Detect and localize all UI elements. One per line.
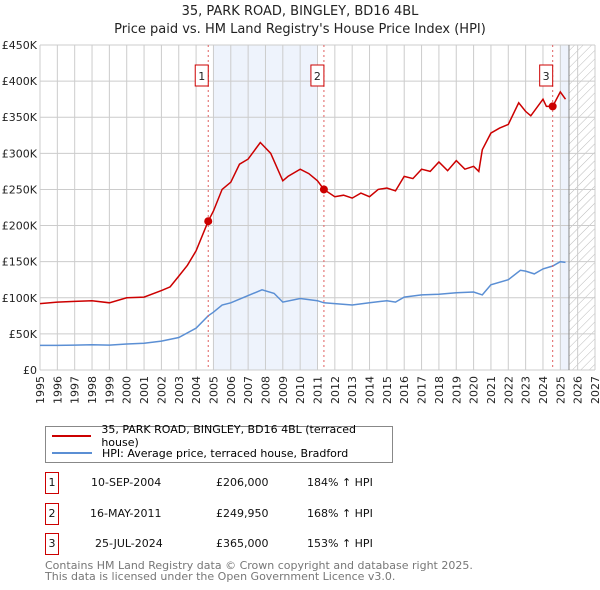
y-tick-label: £200K <box>2 220 38 233</box>
y-tick-label: £250K <box>2 183 38 196</box>
y-tick-label: £50K <box>9 328 38 341</box>
transaction-price: £365,000 <box>216 537 269 550</box>
x-tick-label: 2005 <box>207 376 220 404</box>
footer: Contains HM Land Registry data © Crown c… <box>45 560 473 582</box>
x-tick-label: 2020 <box>468 376 481 404</box>
y-tick-label: £350K <box>2 111 38 124</box>
x-tick-label: 2002 <box>155 376 168 404</box>
x-tick-label: 2007 <box>242 376 255 404</box>
y-tick-label: £0 <box>23 364 37 377</box>
forecast-hatch <box>568 45 595 370</box>
shaded-period <box>560 45 569 370</box>
y-tick-label: £150K <box>2 256 38 269</box>
transaction-date: 10-SEP-2004 <box>91 476 162 489</box>
x-tick-label: 2003 <box>173 376 186 404</box>
transaction-number: 3 <box>45 533 59 555</box>
transaction-hpi: 184% ↑ HPI <box>307 476 373 489</box>
sale-label-box <box>539 64 554 87</box>
property-price-line <box>39 90 567 305</box>
x-tick-label: 2000 <box>121 376 134 404</box>
x-tick-label: 2012 <box>329 376 342 404</box>
y-tick-label: £100K <box>2 292 38 305</box>
sale-point <box>319 185 328 194</box>
x-tick-label: 2027 <box>589 376 600 404</box>
sale-point <box>548 102 557 111</box>
footer-line: This data is licensed under the Open Gov… <box>45 570 396 583</box>
x-tick-label: 2016 <box>398 376 411 404</box>
sale-label-box <box>310 64 325 87</box>
x-tick-label: 2010 <box>294 376 307 404</box>
x-tick-label: 1998 <box>86 376 99 404</box>
transaction-date: 16-MAY-2011 <box>90 507 162 520</box>
x-tick-label: 1997 <box>69 376 82 404</box>
hpi-line <box>40 260 566 347</box>
x-tick-label: 2025 <box>554 376 567 404</box>
sale-label: 1 <box>198 70 205 83</box>
x-tick-label: 2008 <box>259 376 272 404</box>
x-tick-label: 2011 <box>312 376 325 404</box>
legend-label: HPI: Average price, terraced house, Brad… <box>102 446 349 460</box>
transaction-hpi: 153% ↑ HPI <box>307 537 373 550</box>
transaction-hpi: 168% ↑ HPI <box>307 507 373 520</box>
transaction-price: £249,950 <box>216 507 269 520</box>
transaction-number: 1 <box>45 472 59 494</box>
footer-line: Contains HM Land Registry data © Crown c… <box>45 559 473 572</box>
x-tick-label: 1995 <box>34 376 47 404</box>
x-tick-label: 2023 <box>520 376 533 404</box>
sale-label: 3 <box>543 70 550 83</box>
x-tick-label: 2024 <box>537 376 550 404</box>
legend-swatch-blue <box>52 452 92 454</box>
transaction-price: £206,000 <box>216 476 269 489</box>
sale-label-box <box>194 64 209 87</box>
x-tick-label: 2017 <box>416 376 429 404</box>
x-tick-label: 1996 <box>51 376 64 404</box>
x-tick-label: 2013 <box>346 376 359 404</box>
price-chart: 1995 1996 1997 1998 1999 2000 2001 2002 2003 2004… <box>2 39 600 404</box>
sale-label: 2 <box>314 70 321 83</box>
x-tick-label: 2022 <box>502 376 515 404</box>
x-tick-label: 2014 <box>364 376 377 404</box>
legend: 35, PARK ROAD, BINGLEY, BD16 4BL (terrac… <box>45 423 393 463</box>
x-tick-label: 2018 <box>433 376 446 404</box>
legend-swatch-red <box>52 435 92 437</box>
x-tick-label: 1999 <box>103 376 116 404</box>
x-tick-label: 2021 <box>485 376 498 404</box>
x-tick-label: 2026 <box>572 376 585 404</box>
legend-item-hpi: HPI: Average price, terraced house, Brad… <box>52 446 348 460</box>
x-tick-label: 2006 <box>225 376 238 404</box>
transaction-number: 2 <box>45 503 59 525</box>
x-tick-label: 2004 <box>190 376 203 404</box>
y-tick-label: £450K <box>2 39 38 52</box>
transaction-date: 25-JUL-2024 <box>95 537 163 550</box>
x-tick-label: 2015 <box>381 376 394 404</box>
x-tick-label: 2009 <box>277 376 290 404</box>
y-tick-label: £300K <box>2 147 38 160</box>
chart-title: 35, PARK ROAD, BINGLEY, BD16 4BL <box>181 4 419 19</box>
x-tick-label: 2019 <box>450 376 463 404</box>
legend-item-property: 35, PARK ROAD, BINGLEY, BD16 4BL (terrac… <box>52 423 392 449</box>
legend-label: 35, PARK ROAD, BINGLEY, BD16 4BL (terrac… <box>101 423 356 449</box>
y-tick-label: £400K <box>2 75 38 88</box>
chart-subtitle: Price paid vs. HM Land Registry's House … <box>114 22 486 37</box>
sale-point <box>204 217 213 226</box>
x-tick-label: 2001 <box>138 376 151 404</box>
